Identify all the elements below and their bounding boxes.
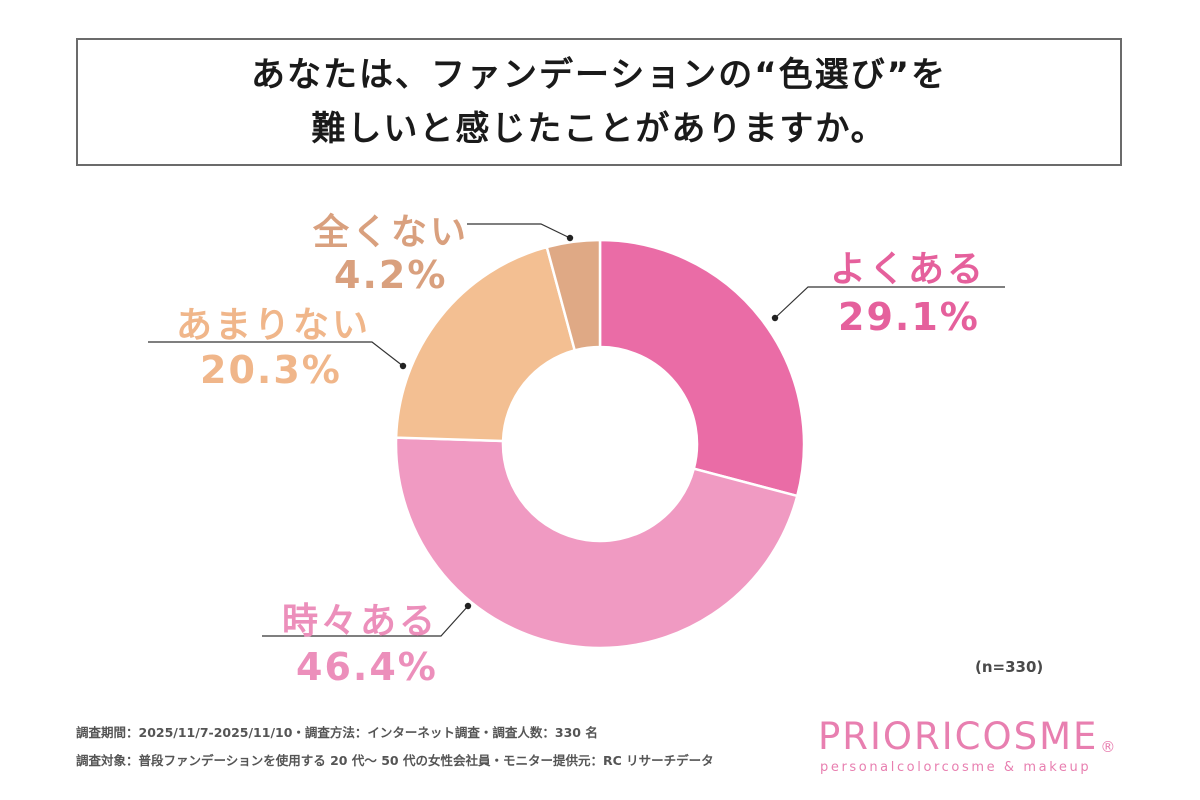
pct-tokidoki-aru: 46.4%	[296, 645, 438, 689]
question-title-line-2: 難しいと感じたことがありますか。	[311, 109, 887, 149]
sample-size-label: (n=330)	[975, 658, 1044, 676]
label-amari-nai: あまりない	[176, 305, 372, 346]
brand-tagline: personalcolorcosme & makeup	[820, 760, 1092, 775]
leader-yoku-aru-dot	[771, 314, 779, 322]
survey-info-line-2: 調査対象：普段ファンデーションを使用する 20 代〜 50 代の女性会社員・モニ…	[76, 753, 714, 768]
leader-amari-nai	[148, 341, 404, 367]
label-yoku-aru: よくある	[830, 249, 987, 290]
pct-mattaku-nai: 4.2%	[334, 253, 448, 297]
leader-mattaku-nai	[467, 223, 571, 239]
leader-amari-nai-dot	[399, 362, 407, 370]
question-title-line-1: あなたは、ファンデーションの“色選び”を	[250, 55, 947, 95]
question-title-box: あなたは、ファンデーションの“色選び”を 難しいと感じたことがありますか。	[76, 38, 1122, 166]
leader-yoku-aru	[774, 286, 1005, 319]
pct-yoku-aru: 29.1%	[838, 295, 980, 339]
survey-info-line-1: 調査期間：2025/11/7-2025/11/10・調査方法：インターネット調査…	[76, 725, 598, 740]
leader-mattaku-nai-dot	[566, 234, 574, 242]
slice-amari-nai	[394, 245, 577, 443]
registered-mark: ®	[1100, 738, 1116, 756]
label-mattaku-nai: 全くない	[313, 212, 470, 253]
leader-tokidoki-aru-dot	[464, 602, 472, 610]
slice-yoku-aru	[598, 238, 806, 498]
brand-logo: PRIORICOSME ® personalcolorcosme & makeup	[818, 715, 1116, 776]
brand-name: PRIORICOSME	[818, 715, 1099, 758]
slice-mattaku-nai	[545, 238, 602, 352]
pct-amari-nai: 20.3%	[200, 348, 342, 392]
leader-tokidoki-aru	[262, 605, 469, 637]
label-tokidoki-aru: 時々ある	[282, 601, 439, 642]
slice-tokidoki-aru	[394, 436, 799, 650]
